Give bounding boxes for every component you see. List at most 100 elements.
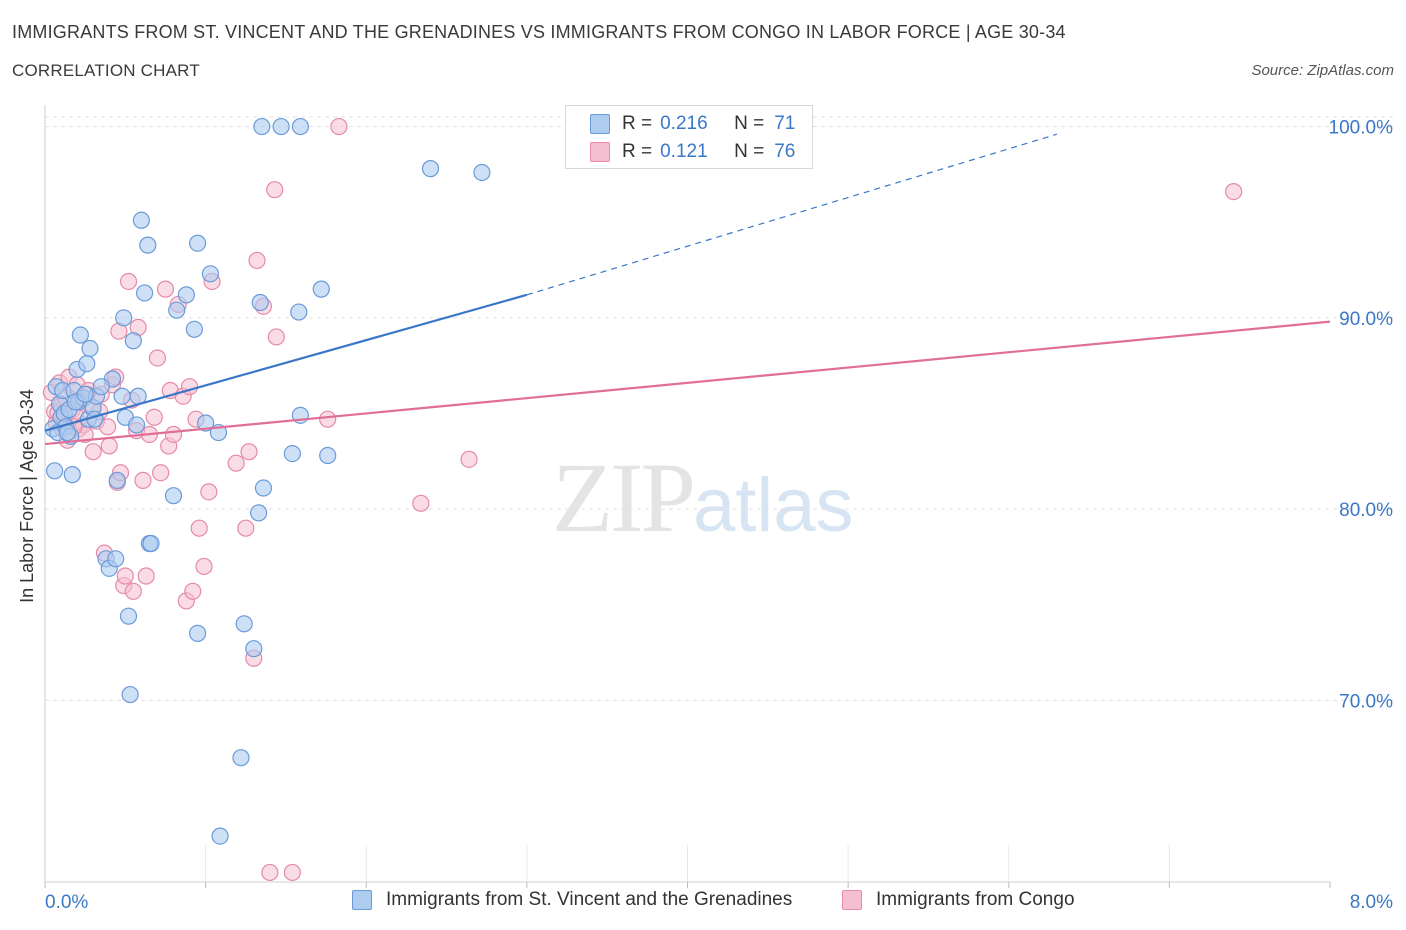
congo-point [100, 437, 118, 455]
legend-row-series1: R = 0.216 N = 71 [590, 111, 795, 137]
congo-trendline [44, 320, 1331, 446]
congo-point [116, 567, 134, 585]
bottom-legend-label-series1: Immigrants from St. Vincent and the Gren… [386, 889, 793, 910]
series1-n-value: 71 [774, 113, 796, 134]
st-vincent-point [168, 301, 186, 319]
st-vincent-point [251, 293, 269, 312]
congo-point [148, 349, 167, 367]
congo-point [156, 280, 175, 298]
st-vincent-point [272, 117, 290, 136]
bottom-legend-label-series2: Immigrants from Congo [876, 889, 1075, 910]
bottom-legend-item-series1: Immigrants from St. Vincent and the Gren… [352, 889, 792, 911]
congo-point [283, 863, 301, 882]
st-vincent-point [201, 265, 220, 283]
st-vincent-point [319, 446, 337, 465]
source-credit: Source: ZipAtlas.com [1251, 62, 1394, 79]
congo-point [164, 425, 183, 444]
st-vincent-point [185, 320, 203, 338]
st-vincent-point [107, 550, 125, 568]
st-vincent-trendline [44, 293, 528, 432]
congo-point [237, 519, 255, 537]
correlation-legend: R = 0.216 N = 71 R = 0.121 N = 76 [565, 105, 813, 169]
st-vincent-point [139, 236, 157, 254]
series2-n-value: 76 [774, 141, 796, 162]
st-vincent-point [113, 387, 131, 405]
congo-point [460, 450, 478, 468]
x-tick-label: 8.0% [1350, 892, 1393, 913]
st-vincent-point [76, 385, 94, 403]
series1-r-value: 0.216 [660, 113, 708, 134]
congo-point [227, 454, 245, 472]
r-label: R = [622, 141, 653, 162]
n-label: N = [734, 113, 765, 134]
congo-point [84, 443, 102, 461]
st-vincent-point [197, 414, 215, 432]
st-vincent-point [235, 615, 253, 633]
st-vincent-point [283, 445, 301, 463]
congo-point [267, 328, 285, 346]
congo-point [200, 483, 218, 501]
st-vincent-point [135, 284, 154, 302]
congo-point [261, 863, 279, 882]
st-vincent-point [115, 309, 133, 327]
y-axis-label: In Labor Force | Age 30-34 [17, 389, 37, 603]
congo-point [145, 408, 163, 426]
congo-point [119, 272, 138, 291]
congo-point [266, 181, 284, 199]
st-vincent-point [245, 640, 263, 658]
congo-point [152, 464, 170, 482]
congo-point [412, 494, 430, 512]
st-vincent-point [232, 749, 250, 767]
st-vincent-point [142, 534, 160, 553]
series2-swatch [842, 890, 862, 910]
st-vincent-point [211, 827, 229, 845]
congo-point [330, 117, 348, 136]
watermark: ZIPatlas [552, 440, 854, 555]
congo-point [1225, 182, 1243, 201]
st-vincent-point [290, 303, 308, 321]
congo-point [248, 251, 266, 270]
congo-point [319, 410, 337, 428]
st-vincent-point [119, 607, 138, 625]
series2-swatch [590, 142, 610, 162]
st-vincent-point [164, 487, 183, 505]
series1-swatch [590, 114, 610, 134]
r-label: R = [622, 113, 653, 134]
st-vincent-point [250, 504, 268, 522]
series2-r-value: 0.121 [660, 141, 708, 162]
congo-point [134, 471, 152, 489]
st-vincent-point [291, 117, 309, 136]
st-vincent-point [312, 280, 330, 298]
st-vincent-point [254, 479, 273, 497]
congo-point [124, 582, 142, 600]
y-tick-label: 80.0% [1339, 500, 1393, 521]
n-label: N = [734, 141, 765, 162]
y-tick-label: 100.0% [1329, 118, 1394, 139]
st-vincent-point [92, 378, 110, 396]
y-tick-label: 90.0% [1339, 309, 1393, 330]
congo-point [190, 519, 208, 537]
st-vincent-point [177, 286, 195, 304]
st-vincent-point [108, 471, 126, 489]
st-vincent-point [81, 339, 99, 358]
st-vincent-point [132, 211, 150, 229]
watermark-atlas: atlas [693, 463, 854, 548]
st-vincent-point [188, 624, 207, 642]
st-vincent-point [121, 685, 139, 704]
st-vincent-point [473, 163, 491, 182]
chart-subtitle: CORRELATION CHART [12, 61, 200, 80]
st-vincent-point [127, 416, 146, 434]
st-vincent-point [253, 117, 271, 136]
chart-title: IMMIGRANTS FROM ST. VINCENT AND THE GREN… [12, 22, 1066, 42]
st-vincent-point [421, 160, 440, 178]
legend-row-series2: R = 0.121 N = 76 [590, 139, 795, 165]
st-vincent-point [71, 326, 89, 344]
watermark-zip: ZIP [552, 442, 696, 553]
st-vincent-point [124, 332, 142, 350]
congo-point [195, 557, 213, 576]
congo-point [184, 582, 202, 600]
bottom-legend-item-series2: Immigrants from Congo [842, 889, 1075, 911]
congo-point [137, 567, 155, 585]
st-vincent-point [46, 462, 64, 480]
y-tick-label: 70.0% [1339, 691, 1393, 712]
